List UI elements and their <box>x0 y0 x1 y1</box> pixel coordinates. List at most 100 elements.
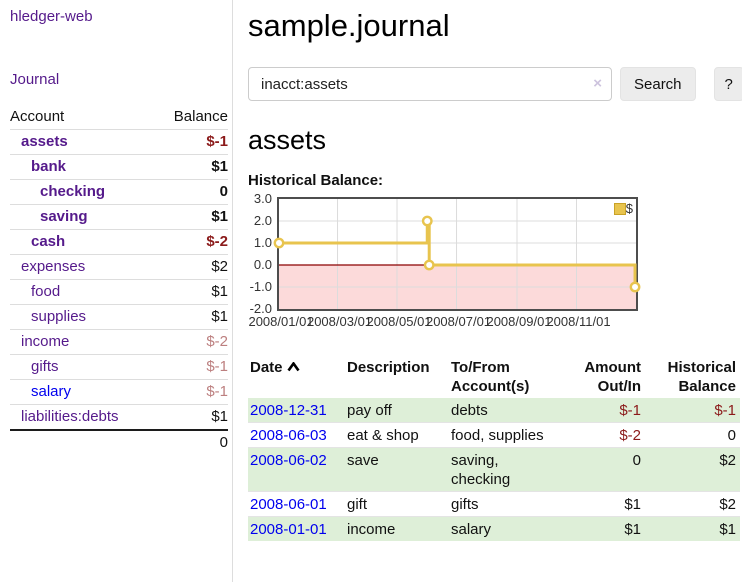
chart-x-axis: 2008/01/01 2008/03/01 2008/05/01 2008/07/01… <box>248 314 636 331</box>
register-row: 2008-01-01 income salary $1 $1 <box>248 516 740 541</box>
register-row: 2008-12-31 pay off debts $-1 $-1 <box>248 398 740 423</box>
search-input-wrap: × <box>248 67 612 101</box>
chart-y-axis: 3.0 2.0 1.0 0.0 -1.0 -2.0 <box>248 192 277 316</box>
account-link-supplies[interactable]: supplies <box>31 308 87 325</box>
account-link-salary[interactable]: salary <box>31 383 72 400</box>
account-row-checking: checking 0 <box>10 180 228 205</box>
sort-ascending-icon[interactable] <box>286 358 300 377</box>
chart-plot-area: $ <box>273 197 641 311</box>
account-link-saving[interactable]: saving <box>40 208 88 225</box>
accounts-table: Account Balance assets $-1 bank $1 check… <box>10 105 228 455</box>
register-header-description: Description <box>347 359 430 376</box>
help-button[interactable]: ? <box>713 67 742 101</box>
y-axis-tick: 3.0 <box>253 191 272 206</box>
account-row-assets: assets $-1 <box>10 130 228 155</box>
legend-label: $ <box>625 201 633 216</box>
account-balance: $-1 <box>206 133 228 150</box>
x-axis-tick: 2008/11/01 <box>546 314 611 329</box>
sidebar: hledger-web Journal Account Balance asse… <box>0 0 233 582</box>
register-header-accounts: To/From Account(s) <box>451 359 530 395</box>
account-link-cash[interactable]: cash <box>31 233 66 250</box>
register-header-balance: Historical Balance <box>667 359 736 395</box>
nav-journal-link[interactable]: Journal <box>10 71 60 88</box>
register-date-link[interactable]: 2008-12-31 <box>250 402 327 419</box>
y-axis-tick: 0.0 <box>253 257 272 272</box>
search-clear-icon[interactable]: × <box>593 75 602 92</box>
register-date-link[interactable]: 2008-06-01 <box>250 496 327 513</box>
register-date-link[interactable]: 2008-06-03 <box>250 427 327 444</box>
accounts-header-account: Account <box>10 108 65 125</box>
account-link-liabilities-debts[interactable]: liabilities:debts <box>21 408 119 425</box>
account-balance: $-1 <box>206 358 228 375</box>
register-accounts: salary <box>449 516 561 541</box>
account-link-income[interactable]: income <box>21 333 70 350</box>
x-axis-tick: 2008/07/01 <box>425 314 492 329</box>
register-balance: 0 <box>645 422 740 448</box>
account-link-expenses[interactable]: expenses <box>21 258 86 275</box>
balance-chart: 3.0 2.0 1.0 0.0 -1.0 -2.0 $ <box>248 192 742 316</box>
register-header-amount: Amount Out/In <box>584 359 641 395</box>
register-row: 2008-06-01 gift gifts $1 $2 <box>248 491 740 517</box>
account-link-food[interactable]: food <box>31 283 61 300</box>
chart-legend: $ <box>613 201 633 216</box>
register-accounts: saving, checking <box>449 447 561 492</box>
register-description: save <box>345 447 449 492</box>
register-description: eat & shop <box>345 422 449 448</box>
search-button[interactable]: Search <box>620 67 696 101</box>
search-input[interactable] <box>248 67 612 101</box>
account-row-cash: cash $-2 <box>10 230 228 255</box>
account-balance: $1 <box>211 283 228 300</box>
register-date-link[interactable]: 2008-01-01 <box>250 521 327 538</box>
register-amount: $-2 <box>561 422 645 448</box>
register-header-date[interactable]: Date <box>248 355 345 398</box>
register-balance: $-1 <box>714 402 736 419</box>
account-link-checking[interactable]: checking <box>40 183 106 200</box>
account-row-expenses: expenses $2 <box>10 255 228 280</box>
y-axis-tick: 1.0 <box>253 235 272 250</box>
accounts-header-balance: Balance <box>173 108 228 125</box>
account-link-bank[interactable]: bank <box>31 158 67 175</box>
app-title-link[interactable]: hledger-web <box>10 8 93 25</box>
account-balance: $-2 <box>206 233 228 250</box>
account-balance: $-1 <box>206 383 228 400</box>
register-description: income <box>345 516 449 541</box>
account-row-supplies: supplies $1 <box>10 305 228 330</box>
register-description: gift <box>345 491 449 517</box>
account-balance: $1 <box>211 408 228 425</box>
register-balance: $2 <box>645 491 740 517</box>
account-row-food: food $1 <box>10 280 228 305</box>
register-description: pay off <box>347 402 392 419</box>
register-accounts: debts <box>451 402 488 419</box>
register-accounts: gifts <box>449 491 561 517</box>
register-table: Date Description To/From Account(s) Amou… <box>248 355 740 541</box>
account-link-gifts[interactable]: gifts <box>31 358 59 375</box>
y-axis-tick: -1.0 <box>249 279 272 294</box>
account-row-liabilities-debts: liabilities:debts $1 <box>10 405 228 429</box>
account-balance: $1 <box>211 308 228 325</box>
search-bar: × Search ? <box>248 67 742 101</box>
account-heading: assets <box>248 125 327 155</box>
account-link-assets[interactable]: assets <box>21 133 68 150</box>
account-row-salary: salary $-1 <box>10 380 228 405</box>
accounts-total: 0 <box>219 434 228 451</box>
register-amount: $-1 <box>619 402 641 419</box>
register-amount: 0 <box>561 447 645 492</box>
x-axis-tick: 2008/01/01 <box>248 314 314 329</box>
register-balance: $1 <box>645 516 740 541</box>
chart-canvas <box>273 199 641 309</box>
register-header-row: Date Description To/From Account(s) Amou… <box>248 355 740 398</box>
register-amount: $1 <box>561 491 645 517</box>
chart-title: Historical Balance: <box>248 172 384 189</box>
register-accounts: food, supplies <box>449 422 561 448</box>
account-balance: $-2 <box>206 333 228 350</box>
account-balance: 0 <box>219 183 228 200</box>
accounts-total-row: 0 <box>10 429 228 455</box>
account-balance: $2 <box>211 258 228 275</box>
account-row-saving: saving $1 <box>10 205 228 230</box>
register-row: 2008-06-03 eat & shop food, supplies $-2… <box>248 422 740 448</box>
register-date-link[interactable]: 2008-06-02 <box>250 452 327 469</box>
x-axis-tick: 2008/05/01 <box>366 314 432 329</box>
register-row: 2008-06-02 save saving, checking 0 $2 <box>248 447 740 492</box>
account-row-bank: bank $1 <box>10 155 228 180</box>
x-axis-tick: 2008/09/01 <box>486 314 552 329</box>
